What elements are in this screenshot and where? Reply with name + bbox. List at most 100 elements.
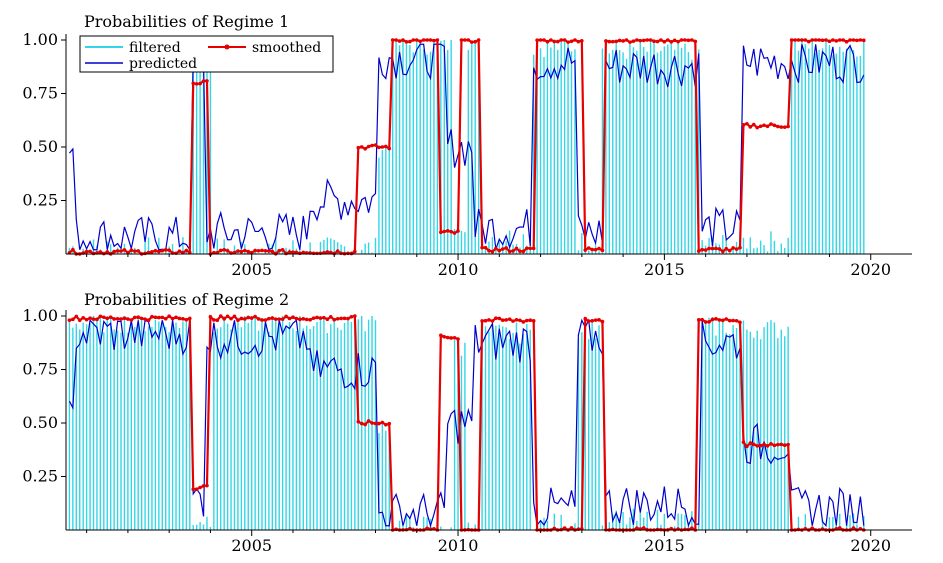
smoothed-marker (741, 440, 746, 445)
smoothed-marker (122, 316, 127, 320)
smoothed-marker (679, 38, 684, 42)
smoothed-marker (806, 39, 811, 44)
smoothed-marker (404, 40, 409, 44)
smoothed-marker (280, 317, 285, 321)
smoothed-marker (119, 249, 123, 253)
smoothed-marker (610, 527, 615, 532)
smoothed-marker (167, 248, 171, 252)
smoothed-marker (377, 421, 381, 426)
smoothed-marker (236, 318, 240, 323)
smoothed-marker (253, 314, 257, 319)
smoothed-marker (356, 145, 361, 150)
smoothed-marker (308, 317, 312, 322)
smoothed-marker (779, 125, 784, 129)
x-tick-label: 2015 (644, 260, 685, 279)
smoothed-marker (301, 250, 306, 255)
x-tick-label: 2005 (231, 536, 272, 555)
smoothed-marker (834, 39, 839, 43)
axes-regime-2 (65, 310, 912, 531)
smoothed-marker (738, 245, 742, 250)
smoothed-marker (77, 318, 82, 323)
smoothed-marker (201, 79, 206, 83)
x-tick-label: 2010 (438, 260, 479, 279)
smoothed-marker (518, 249, 522, 254)
smoothed-marker (772, 443, 777, 448)
smoothed-marker (184, 248, 189, 253)
smoothed-marker (445, 335, 450, 340)
y-tick-label: 0.25 (22, 467, 58, 486)
x-tick-label: 2020 (850, 536, 891, 555)
smoothed-marker (153, 248, 158, 253)
smoothed-marker (346, 316, 350, 321)
smoothed-marker (322, 315, 326, 320)
smoothed-marker (342, 316, 347, 321)
smoothed-marker (514, 318, 519, 322)
smoothed-marker (253, 248, 257, 253)
smoothed-marker (373, 143, 378, 147)
smoothed-marker (449, 229, 453, 234)
smoothed-marker (353, 249, 357, 254)
smoothed-marker (607, 39, 612, 44)
smoothed-marker (102, 315, 106, 320)
smoothed-marker (597, 318, 601, 322)
y-tick-label: 1.00 (22, 306, 58, 325)
smoothed-marker (298, 251, 302, 256)
smoothed-marker (748, 125, 753, 129)
smoothed-marker (81, 315, 85, 320)
smoothed-line-regime-2 (67, 314, 866, 532)
smoothed-marker (593, 318, 598, 322)
smoothed-marker (696, 318, 701, 322)
smoothed-marker (751, 122, 756, 127)
smoothed-marker (163, 248, 168, 252)
smoothed-marker (119, 317, 123, 321)
smoothed-marker (755, 444, 760, 448)
smoothed-marker (273, 317, 278, 321)
smoothed-marker (490, 249, 495, 254)
smoothed-marker (328, 315, 333, 319)
smoothed-marker (332, 317, 337, 322)
smoothed-marker (686, 38, 691, 43)
smoothed-marker (473, 39, 478, 44)
smoothed-marker (528, 246, 533, 251)
legend-smoothed-marker (224, 44, 230, 50)
smoothed-marker (635, 526, 639, 530)
smoothed-marker (105, 250, 110, 254)
smoothed-marker (755, 125, 760, 130)
smoothed-marker (439, 333, 443, 338)
smoothed-marker (786, 442, 790, 447)
smoothed-marker (583, 316, 588, 321)
smoothed-marker (690, 526, 694, 530)
smoothed-marker (132, 315, 137, 320)
smoothed-marker (256, 248, 261, 253)
smoothed-marker (538, 38, 543, 42)
smoothed-marker (769, 122, 773, 126)
legend-smoothed-label: smoothed (252, 40, 321, 56)
smoothed-marker (514, 246, 519, 251)
smoothed-marker (483, 245, 488, 250)
panel-regime-2: Probabilities of Regime 2 0.25 0.50 0.75 1.… (22, 290, 912, 555)
smoothed-marker (487, 248, 491, 253)
smoothed-marker (672, 38, 677, 43)
smoothed-marker (817, 38, 821, 42)
smoothed-marker (452, 335, 457, 340)
smoothed-marker (772, 123, 777, 128)
smoothed-marker (105, 316, 110, 321)
y-tick-label: 0.75 (22, 360, 58, 379)
smoothed-marker (143, 251, 147, 256)
smoothed-marker (531, 319, 536, 323)
smoothed-marker (734, 247, 739, 251)
smoothed-marker (476, 38, 481, 42)
smoothed-marker (645, 38, 649, 42)
smoothed-marker (174, 251, 178, 256)
legend-filtered-label: filtered (129, 40, 181, 56)
smoothed-marker (494, 246, 498, 251)
smoothed-marker (366, 144, 371, 149)
smoothed-marker (576, 39, 581, 44)
smoothed-marker (349, 314, 354, 319)
smoothed-marker (432, 38, 436, 43)
predicted-line (68, 43, 865, 252)
smoothed-marker (414, 38, 419, 42)
smoothed-marker (641, 526, 646, 530)
legend-box (79, 35, 334, 73)
smoothed-marker (201, 484, 206, 488)
